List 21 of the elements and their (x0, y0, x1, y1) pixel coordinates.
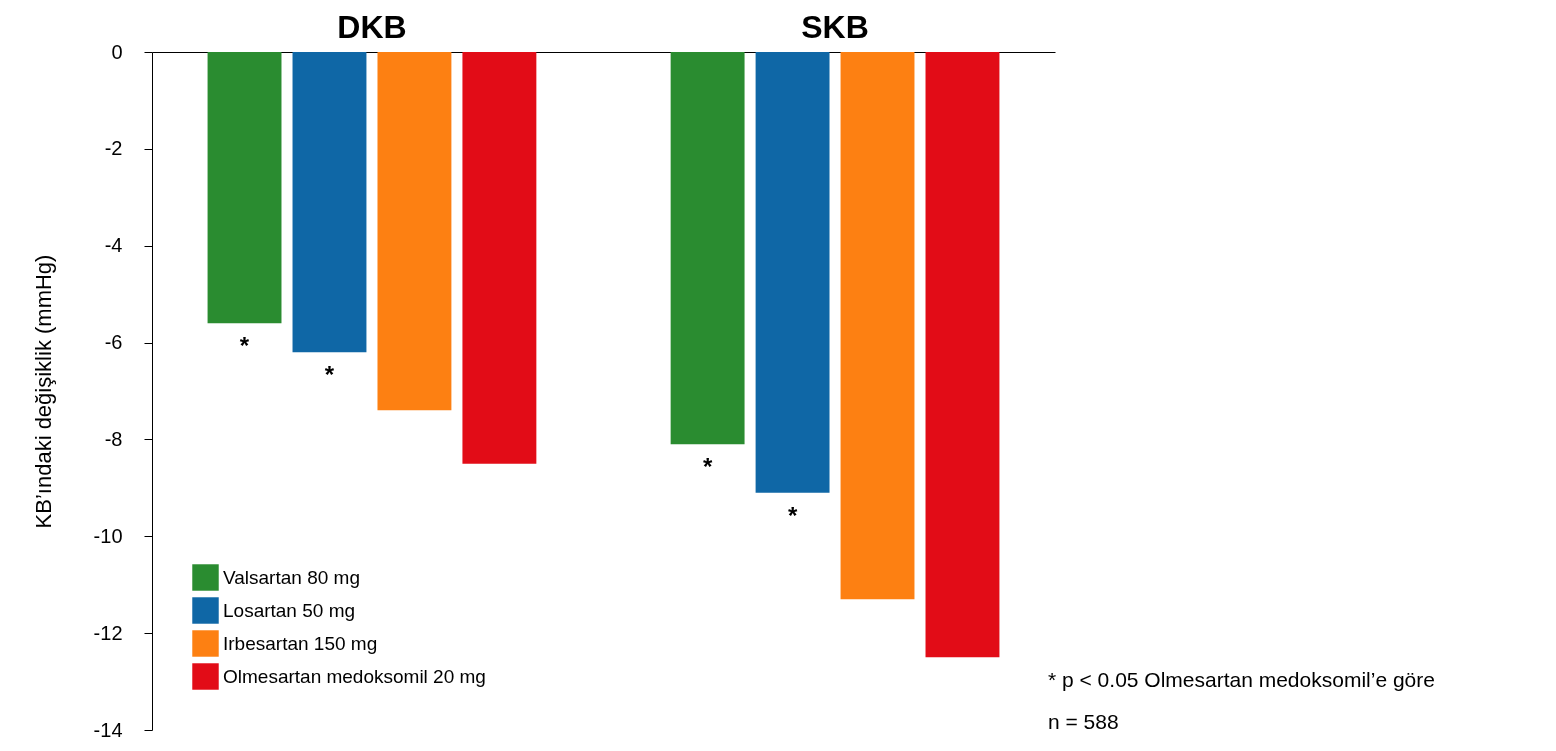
y-tick-label: -10 (93, 524, 123, 547)
y-tick-label: -12 (93, 621, 123, 644)
y-tick-label: -2 (104, 137, 123, 160)
y-tick-label: -4 (104, 234, 123, 257)
y-tick-label: -14 (93, 718, 123, 741)
legend-label: Irbesartan 150 mg (223, 632, 378, 654)
x-tick-label: DKB (337, 8, 407, 45)
data-label: * (239, 332, 250, 360)
legend-label: Olmesartan medoksomil 20 mg (223, 665, 486, 687)
y-tick-label: -6 (104, 331, 123, 354)
y-axis-title: KB’ındaki değişiklik (mmHg) (30, 254, 56, 529)
y-tick-label: -8 (104, 427, 123, 450)
data-label: * (702, 453, 713, 481)
legend-label: Losartan 50 mg (223, 599, 356, 621)
annotation: * p < 0.05 Olmesartan medoksomil’e göre (1048, 668, 1435, 692)
x-tick-label: SKB (801, 8, 869, 45)
data-label: * (787, 501, 798, 529)
annotation: n = 588 (1048, 710, 1120, 734)
data-label: * (324, 361, 335, 389)
y-tick-label: 0 (111, 40, 123, 63)
legend-label: Valsartan 80 mg (223, 566, 360, 588)
